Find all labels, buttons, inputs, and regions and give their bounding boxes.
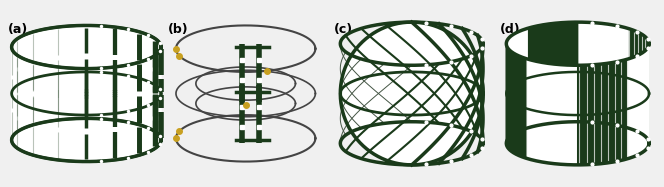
Polygon shape bbox=[507, 28, 527, 143]
Polygon shape bbox=[628, 44, 649, 159]
Text: (d): (d) bbox=[499, 23, 520, 36]
Polygon shape bbox=[527, 22, 578, 128]
Polygon shape bbox=[341, 22, 483, 165]
Polygon shape bbox=[11, 25, 161, 162]
Text: (a): (a) bbox=[8, 23, 29, 36]
Polygon shape bbox=[578, 22, 628, 128]
Polygon shape bbox=[578, 59, 628, 165]
Polygon shape bbox=[507, 44, 527, 159]
Text: (c): (c) bbox=[333, 23, 353, 36]
Text: (b): (b) bbox=[167, 23, 188, 36]
Polygon shape bbox=[507, 22, 649, 165]
Polygon shape bbox=[527, 59, 578, 165]
Polygon shape bbox=[628, 28, 649, 143]
